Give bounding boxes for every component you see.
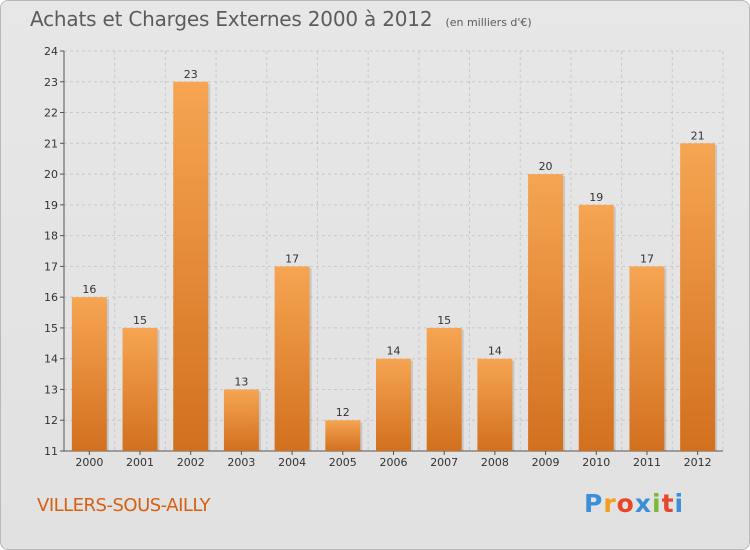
- data-label: 14: [387, 345, 401, 358]
- data-label: 16: [82, 283, 96, 296]
- title-row: Achats et Charges Externes 2000 à 2012 (…: [30, 7, 532, 31]
- bar-2007: [426, 327, 462, 451]
- y-tick-label: 23: [44, 76, 58, 89]
- data-label: 21: [691, 129, 705, 142]
- data-label: 15: [437, 314, 451, 327]
- x-tick-label: 2000: [75, 456, 103, 469]
- brand-logo[interactable]: Proxiti: [584, 489, 684, 518]
- y-tick-label: 11: [44, 445, 58, 458]
- x-tick-label: 2007: [430, 456, 458, 469]
- brand-letter: i: [674, 489, 685, 518]
- y-tick-label: 20: [44, 168, 58, 181]
- location-name: VILLERS-SOUS-AILLY: [37, 495, 211, 516]
- labels: 11 12 13 14 15 16 17 18 19 20 21 22 23 24 16 2000 15 2001…: [44, 45, 712, 469]
- data-label: 19: [589, 191, 603, 204]
- x-tick-label: 2008: [481, 456, 509, 469]
- x-tick-label: 2011: [633, 456, 661, 469]
- y-tick-label: 18: [44, 230, 58, 243]
- data-label: 23: [184, 68, 198, 81]
- brand-letter: r: [603, 489, 617, 518]
- brand-letter: x: [634, 489, 652, 518]
- chart-subtitle: (en milliers d'€): [445, 16, 532, 29]
- y-tick-label: 24: [44, 45, 58, 58]
- bar-2012: [680, 143, 716, 452]
- data-label: 14: [488, 345, 502, 358]
- data-label: 17: [285, 252, 299, 265]
- bar-2005: [325, 420, 361, 451]
- y-tick-label: 17: [44, 260, 58, 273]
- x-tick-label: 2006: [380, 456, 408, 469]
- y-tick-label: 16: [44, 291, 58, 304]
- y-tick-label: 13: [44, 383, 58, 396]
- x-tick-label: 2009: [532, 456, 560, 469]
- x-tick-label: 2012: [684, 456, 712, 469]
- bar-2003: [223, 389, 259, 451]
- x-tick-label: 2004: [278, 456, 306, 469]
- brand-letter: o: [616, 489, 635, 518]
- y-tick-label: 19: [44, 199, 58, 212]
- y-tick-label: 21: [44, 137, 58, 150]
- chart-title: Achats et Charges Externes 2000 à 2012: [30, 7, 433, 31]
- x-tick-label: 2002: [177, 456, 205, 469]
- data-label: 12: [336, 406, 350, 419]
- x-tick-label: 2005: [329, 456, 357, 469]
- bar-2009: [528, 174, 564, 452]
- x-tick-label: 2010: [582, 456, 610, 469]
- bar-2004: [274, 266, 310, 451]
- bar-2002: [173, 81, 209, 452]
- y-tick-label: 12: [44, 414, 58, 427]
- bar-2001: [122, 327, 158, 451]
- data-label: 17: [640, 252, 654, 265]
- bar-2008: [477, 358, 513, 451]
- brand-letter: P: [584, 489, 604, 518]
- data-label: 13: [234, 375, 248, 388]
- y-tick-label: 15: [44, 322, 58, 335]
- y-tick-label: 14: [44, 353, 58, 366]
- x-tick-label: 2003: [227, 456, 255, 469]
- bar-2010: [578, 204, 614, 451]
- bar-2011: [629, 266, 665, 451]
- brand-letter: t: [661, 489, 675, 518]
- bars: [71, 81, 718, 452]
- y-tick-label: 22: [44, 107, 58, 120]
- bar-2000: [71, 297, 107, 451]
- data-label: 20: [539, 160, 553, 173]
- brand-letter: i: [652, 489, 662, 518]
- bar-2006: [376, 358, 411, 451]
- x-tick-label: 2001: [126, 456, 154, 469]
- data-label: 15: [133, 314, 147, 327]
